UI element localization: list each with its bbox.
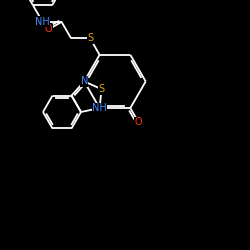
Text: O: O <box>134 117 142 127</box>
Text: S: S <box>87 33 93 43</box>
Text: N: N <box>80 76 88 86</box>
Text: S: S <box>98 84 105 94</box>
Text: O: O <box>44 24 52 34</box>
Text: NH: NH <box>92 103 107 113</box>
Text: NH: NH <box>35 17 50 27</box>
